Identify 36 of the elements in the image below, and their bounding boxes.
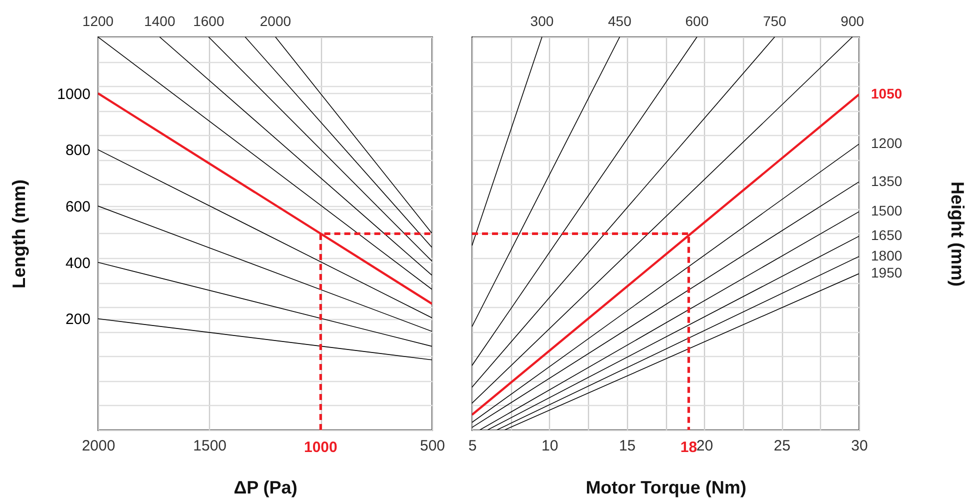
y-tick-label: 1000 [57,86,90,103]
series-label: 1800 [871,247,902,264]
x-tick-label: 500 [420,438,446,454]
x-tick-label: 15 [618,438,636,454]
x-axis-title: Motor Torque (Nm) [586,478,746,498]
y2-axis-title: Height (mm) [948,182,968,286]
series-label: 1600 [193,13,224,29]
series-label: 1050 [871,85,902,102]
x-tick-label: 10 [542,438,558,454]
y-axis-title: Length (mm) [9,180,30,288]
series-label: 300 [530,13,554,29]
annotation: 18 [680,439,698,456]
x-tick-label: 1500 [193,438,227,454]
x-axis-title: ΔP (Pa) [234,478,298,498]
series-label: 450 [608,13,632,29]
series-label: 750 [762,13,787,29]
x-tick-label: 2000 [82,438,116,454]
series-label: 900 [840,13,864,29]
y-tick-label: 800 [65,142,90,160]
annotation: 1000 [304,439,338,456]
series-label: 1200 [871,135,902,152]
series-label: 1950 [871,264,902,281]
y-tick-label: 400 [65,254,90,272]
series-label: 1400 [144,13,176,29]
series-label: 2000 [260,13,292,29]
y-tick-label: 600 [65,198,90,216]
series-label: 1200 [82,13,114,29]
series-label: 1500 [871,202,902,219]
x-tick-label: 25 [774,438,790,454]
x-tick-label: 5 [468,438,477,454]
y-tick-label: 200 [65,311,90,328]
series-label: 600 [685,13,709,29]
x-tick-label: 20 [696,438,714,454]
series-label: 1650 [871,227,902,244]
series-label: 1350 [871,172,902,189]
x-tick-label: 30 [851,438,868,454]
